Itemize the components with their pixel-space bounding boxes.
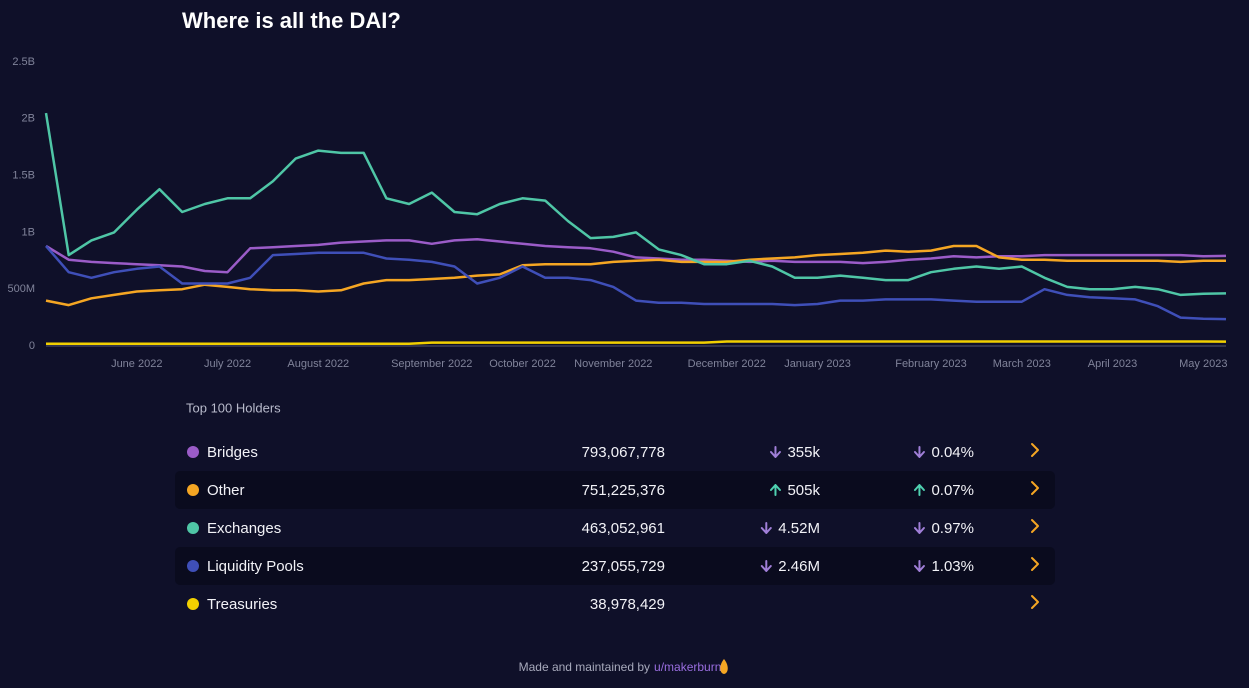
y-tick-label: 500M [7, 283, 35, 295]
x-tick-label: September 2022 [391, 358, 472, 370]
x-tick-label: July 2022 [204, 358, 251, 370]
holder-row[interactable]: Treasuries 38,978,429 [187, 595, 1039, 613]
y-tick-label: 2.5B [12, 56, 35, 68]
y-tick-label: 0 [29, 340, 35, 352]
row-chevron [1031, 519, 1039, 533]
direction-arrow [913, 484, 925, 496]
direction-arrow [760, 560, 772, 572]
holder-value: 237,055,729 [582, 558, 665, 575]
footer-text: Made and maintained by [519, 660, 650, 674]
legend-dot [187, 522, 199, 534]
holder-row[interactable]: Liquidity Pools 237,055,729 2.46M 1.03% [175, 547, 1055, 585]
direction-arrow [913, 560, 925, 572]
holder-name: Exchanges [207, 520, 281, 537]
legend-dot [187, 560, 199, 572]
holder-name: Liquidity Pools [207, 558, 304, 575]
y-tick-label: 1.5B [12, 170, 35, 182]
change-percent: 0.04% [931, 444, 974, 461]
holder-row[interactable]: Other 751,225,376 505k 0.07% [175, 471, 1055, 509]
legend-dot [187, 598, 199, 610]
x-tick-label: June 2022 [111, 358, 162, 370]
series-line [45, 245, 1227, 321]
change-percent: 0.97% [931, 520, 974, 537]
x-tick-label: March 2023 [993, 358, 1051, 370]
row-chevron [1031, 595, 1039, 609]
change-amount: 4.52M [778, 520, 820, 537]
direction-arrow [760, 522, 772, 534]
x-tick-label: October 2022 [489, 358, 556, 370]
series-line [46, 340, 1227, 345]
holder-row[interactable]: Bridges 793,067,778 355k 0.04% [187, 443, 1039, 461]
row-background [175, 547, 1055, 585]
holder-name: Bridges [207, 444, 258, 461]
table-title: Top 100 Holders [186, 400, 281, 415]
footer: Made and maintained by u/makerburn [519, 660, 722, 674]
flame-icon [720, 659, 728, 674]
footer-link[interactable]: u/makerburn [654, 660, 721, 674]
legend-dot [187, 446, 199, 458]
holder-row[interactable]: Exchanges 463,052,961 4.52M 0.97% [187, 519, 1039, 537]
direction-arrow [913, 446, 925, 458]
x-tick-label: April 2023 [1088, 358, 1138, 370]
change-amount: 2.46M [778, 558, 820, 575]
row-chevron [1031, 443, 1039, 457]
holder-name: Other [207, 482, 245, 499]
x-tick-label: November 2022 [574, 358, 652, 370]
row-background [175, 471, 1055, 509]
direction-arrow [913, 522, 925, 534]
x-tick-label: January 2023 [784, 358, 851, 370]
x-tick-label: December 2022 [688, 358, 766, 370]
holder-value: 38,978,429 [590, 596, 665, 613]
direction-arrow [769, 484, 781, 496]
legend-dot [187, 484, 199, 496]
change-percent: 1.03% [931, 558, 974, 575]
change-amount: 355k [787, 444, 820, 461]
x-tick-label: August 2022 [287, 358, 349, 370]
y-tick-label: 1B [22, 226, 35, 238]
series-line [44, 112, 1227, 297]
row-chevron [1031, 557, 1039, 571]
row-chevron [1031, 481, 1039, 495]
change-amount: 505k [787, 482, 820, 499]
series-line [45, 244, 1227, 307]
change-percent: 0.07% [931, 482, 974, 499]
holder-value: 793,067,778 [582, 444, 665, 461]
holder-value: 751,225,376 [582, 482, 665, 499]
direction-arrow [769, 446, 781, 458]
x-tick-label: May 2023 [1179, 358, 1227, 370]
holder-value: 463,052,961 [582, 520, 665, 537]
series-line [45, 237, 1227, 274]
holder-name: Treasuries [207, 596, 277, 613]
y-tick-label: 2B [22, 113, 35, 125]
x-tick-label: February 2023 [895, 358, 967, 370]
chart-title: Where is all the DAI? [182, 8, 401, 33]
